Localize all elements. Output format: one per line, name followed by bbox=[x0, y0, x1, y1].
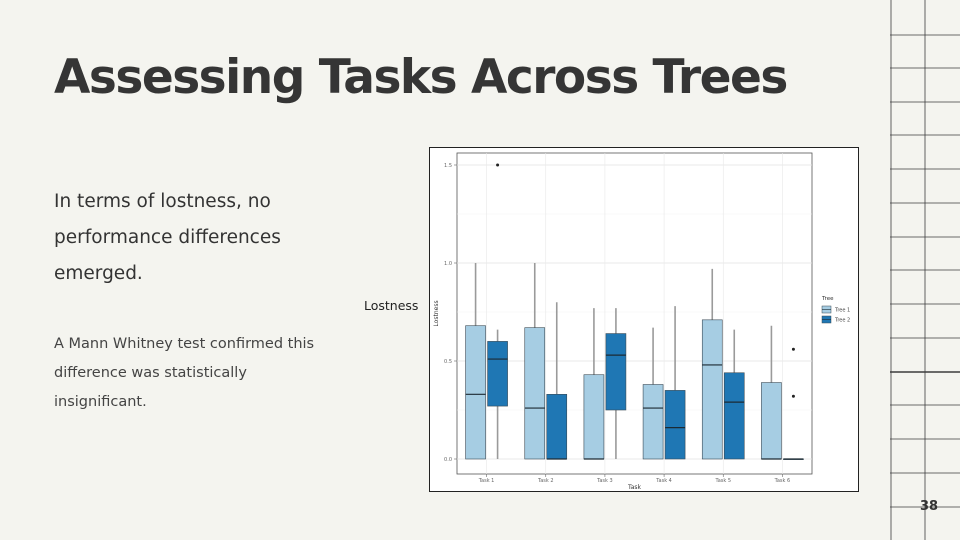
decorative-grid bbox=[890, 0, 960, 540]
y-tick-label: 1.0 bbox=[444, 261, 452, 267]
page-number: 38 bbox=[919, 499, 939, 514]
x-tick-label: Task 2 bbox=[537, 478, 554, 484]
legend-title: Tree bbox=[821, 296, 834, 302]
plot-panel bbox=[456, 152, 813, 475]
x-tick-label: Task 4 bbox=[655, 478, 672, 484]
y-tick-label: 0.0 bbox=[444, 457, 452, 463]
x-tick-label: Task 1 bbox=[478, 478, 495, 484]
y-axis-label: Lostness bbox=[433, 300, 440, 326]
box bbox=[524, 327, 546, 460]
box bbox=[701, 319, 723, 460]
box bbox=[465, 325, 486, 460]
x-tick-label: Task 6 bbox=[774, 478, 791, 484]
y-tick-label: 0.5 bbox=[444, 359, 452, 365]
box bbox=[605, 333, 627, 411]
lead-text: In terms of lostness, no performance dif… bbox=[54, 191, 281, 284]
box bbox=[487, 341, 508, 407]
outlier-point bbox=[791, 347, 795, 351]
slide-title: Assessing Tasks Across Trees bbox=[54, 50, 788, 105]
grid-lines bbox=[890, 0, 960, 540]
outlier-point bbox=[791, 394, 795, 398]
legend-entry: Tree 2 bbox=[834, 318, 850, 324]
x-tick-label: Task 3 bbox=[596, 478, 613, 484]
legend-entry: Tree 1 bbox=[834, 308, 850, 314]
box bbox=[642, 384, 664, 460]
side-label: Lostness bbox=[364, 298, 419, 313]
y-tick-label: 1.5 bbox=[444, 163, 452, 169]
x-axis-label: Task bbox=[627, 484, 641, 491]
boxplot-chart: 0.0 0.5 1.0 1.5 Task 1 Task 2 Task 3 Task 4 Task… bbox=[429, 147, 859, 492]
box bbox=[723, 372, 745, 460]
note-text: A Mann Whitney test confirmed this diffe… bbox=[54, 336, 315, 410]
outlier-point bbox=[496, 163, 500, 167]
chart-svg: 0.0 0.5 1.0 1.5 Task 1 Task 2 Task 3 Task 4 Task… bbox=[433, 152, 850, 491]
box bbox=[583, 374, 605, 460]
box bbox=[546, 394, 568, 460]
box bbox=[761, 382, 782, 460]
box bbox=[664, 390, 686, 460]
x-tick-label: Task 5 bbox=[714, 478, 731, 484]
